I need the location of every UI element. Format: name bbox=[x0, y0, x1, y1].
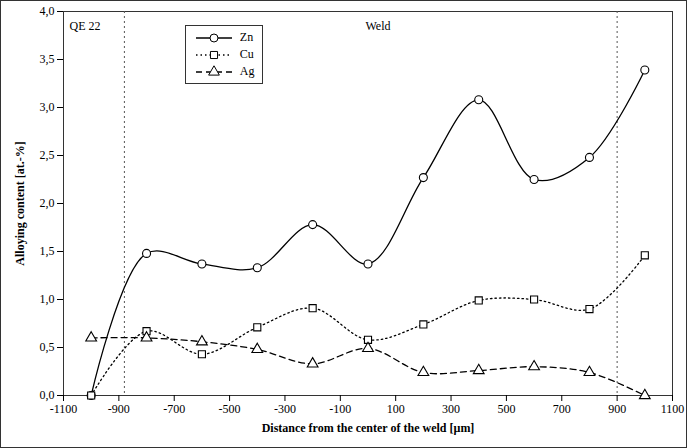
svg-text:-900: -900 bbox=[108, 402, 130, 416]
svg-text:-1100: -1100 bbox=[50, 402, 78, 416]
svg-text:1,0: 1,0 bbox=[40, 292, 55, 306]
html-text:Cu: Cu bbox=[239, 47, 254, 61]
svg-text:-300: -300 bbox=[274, 402, 296, 416]
html-text:Zn: Zn bbox=[239, 30, 254, 44]
svg-text:-700: -700 bbox=[163, 402, 185, 416]
svg-text:100: 100 bbox=[387, 402, 405, 416]
svg-text:1100: 1100 bbox=[661, 402, 685, 416]
svg-text:2,5: 2,5 bbox=[40, 148, 55, 162]
svg-text:1,5: 1,5 bbox=[40, 244, 55, 258]
svg-text:Weld: Weld bbox=[365, 19, 390, 33]
svg-text:-100: -100 bbox=[329, 402, 351, 416]
html-text:Ag: Ag bbox=[239, 64, 255, 78]
svg-text:500: 500 bbox=[497, 402, 515, 416]
svg-text:-500: -500 bbox=[219, 402, 241, 416]
svg-text:4,0: 4,0 bbox=[40, 4, 55, 18]
svg-text:Alloying content [at.-%]: Alloying content [at.-%] bbox=[13, 141, 27, 265]
svg-text:300: 300 bbox=[442, 402, 460, 416]
svg-text:Distance from the center of th: Distance from the center of the weld [µm… bbox=[262, 421, 475, 435]
svg-text:3,0: 3,0 bbox=[40, 100, 55, 114]
svg-text:3,5: 3,5 bbox=[40, 52, 55, 66]
svg-text:0,0: 0,0 bbox=[40, 388, 55, 402]
svg-text:900: 900 bbox=[608, 402, 626, 416]
svg-text:QE 22: QE 22 bbox=[70, 19, 101, 33]
svg-text:700: 700 bbox=[553, 402, 571, 416]
svg-text:2,0: 2,0 bbox=[40, 196, 55, 210]
svg-text:0,5: 0,5 bbox=[40, 340, 55, 354]
